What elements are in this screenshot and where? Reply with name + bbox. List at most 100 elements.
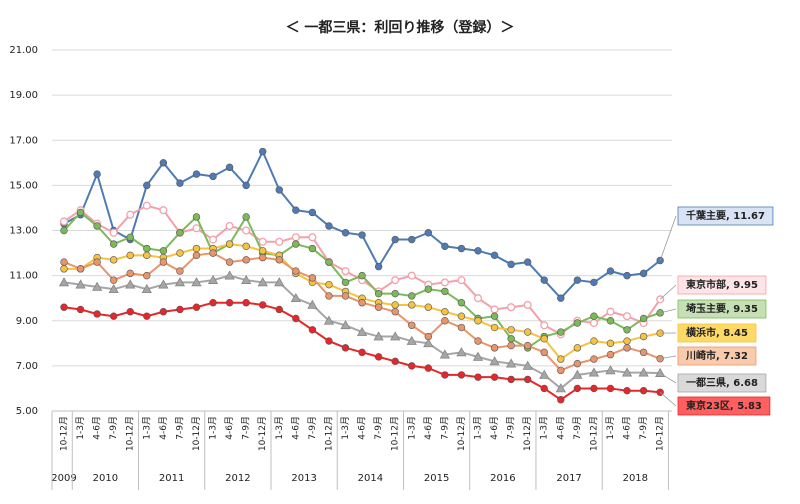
marker xyxy=(192,244,201,253)
marker xyxy=(59,217,69,226)
marker xyxy=(606,350,615,359)
marker xyxy=(490,251,499,260)
marker xyxy=(358,348,366,357)
marker xyxy=(192,303,201,311)
marker xyxy=(275,305,283,314)
marker xyxy=(424,303,433,311)
marker xyxy=(605,365,616,375)
marker xyxy=(143,244,151,253)
marker xyxy=(440,278,449,287)
marker xyxy=(225,240,234,248)
x-tick-label: 1-3月 xyxy=(75,416,86,440)
marker xyxy=(307,299,318,309)
marker xyxy=(606,339,615,348)
marker xyxy=(93,310,101,318)
x-tick-label: 1-3月 xyxy=(208,416,219,440)
marker xyxy=(274,277,285,287)
marker xyxy=(109,276,118,284)
marker xyxy=(259,247,267,255)
marker xyxy=(93,222,101,230)
data-label-text: 一都三県, 6.68 xyxy=(686,376,758,389)
x-tick-label: 4-6月 xyxy=(290,416,301,440)
marker xyxy=(174,277,186,287)
data-label-box xyxy=(677,373,767,393)
marker xyxy=(424,285,433,293)
x-tick-label: 1-3月 xyxy=(605,416,616,440)
marker xyxy=(192,170,201,178)
marker xyxy=(143,181,151,190)
data-label-box xyxy=(677,396,771,416)
x-tick-label: 7-9月 xyxy=(439,416,450,440)
marker xyxy=(408,321,416,329)
marker xyxy=(623,337,631,345)
year-label: 2017 xyxy=(556,473,581,484)
marker xyxy=(474,373,482,381)
y-tick-label: 13.00 xyxy=(9,226,38,237)
data-label-box xyxy=(677,323,757,343)
marker xyxy=(291,233,300,242)
marker xyxy=(557,355,565,363)
data-label-text: 千葉主要, 11.67 xyxy=(686,209,765,222)
marker xyxy=(474,337,482,345)
marker xyxy=(308,208,317,217)
x-tick-label: 1-3月 xyxy=(473,416,484,440)
y-tick-label: 7.00 xyxy=(16,361,38,372)
marker xyxy=(606,384,615,393)
label-leader xyxy=(660,308,677,314)
data-label-box xyxy=(677,206,774,226)
marker xyxy=(341,278,350,287)
marker xyxy=(523,258,532,266)
x-tick-label: 7-9月 xyxy=(241,416,252,440)
marker xyxy=(242,242,250,250)
marker xyxy=(622,312,632,321)
marker xyxy=(192,251,201,260)
marker xyxy=(176,229,184,237)
marker xyxy=(373,331,384,341)
data-label-text: 東京23区, 5.83 xyxy=(686,399,762,412)
year-label: 2012 xyxy=(225,473,250,484)
marker xyxy=(207,274,219,284)
year-label: 2014 xyxy=(358,473,383,484)
y-tick-label: 11.00 xyxy=(9,271,38,282)
data-label: 川崎市, 7.32 xyxy=(677,346,757,366)
marker xyxy=(374,289,383,298)
marker xyxy=(391,301,399,309)
marker xyxy=(325,258,333,266)
marker xyxy=(176,249,184,257)
marker xyxy=(325,292,333,300)
marker xyxy=(242,213,250,221)
x-tick-label: 10-12月 xyxy=(59,416,70,451)
x-tick-label: 1-3月 xyxy=(539,416,550,440)
x-tick-label: 4-6月 xyxy=(92,416,103,440)
marker xyxy=(557,294,565,302)
marker xyxy=(60,303,68,311)
marker xyxy=(589,318,598,328)
marker xyxy=(60,265,68,273)
marker xyxy=(292,267,300,275)
marker xyxy=(143,312,151,320)
marker xyxy=(639,348,648,357)
marker xyxy=(108,283,119,294)
marker xyxy=(623,344,631,352)
marker xyxy=(506,358,517,368)
marker xyxy=(588,367,600,377)
year-label: 2016 xyxy=(490,473,515,484)
marker xyxy=(441,287,449,296)
year-label: 2009 xyxy=(51,473,76,484)
marker xyxy=(209,172,217,181)
marker xyxy=(308,326,317,334)
marker xyxy=(523,300,532,310)
marker xyxy=(490,312,499,320)
marker xyxy=(522,360,533,370)
marker xyxy=(126,269,134,278)
x-tick-label: 7-9月 xyxy=(638,416,649,440)
marker xyxy=(225,258,234,266)
data-label-text: 横浜市, 8.45 xyxy=(686,326,748,339)
marker xyxy=(573,344,582,352)
marker xyxy=(638,367,649,377)
marker xyxy=(292,314,300,323)
marker xyxy=(540,335,548,343)
marker xyxy=(406,335,417,345)
x-tick-label: 4-6月 xyxy=(224,416,235,440)
marker xyxy=(126,233,134,241)
